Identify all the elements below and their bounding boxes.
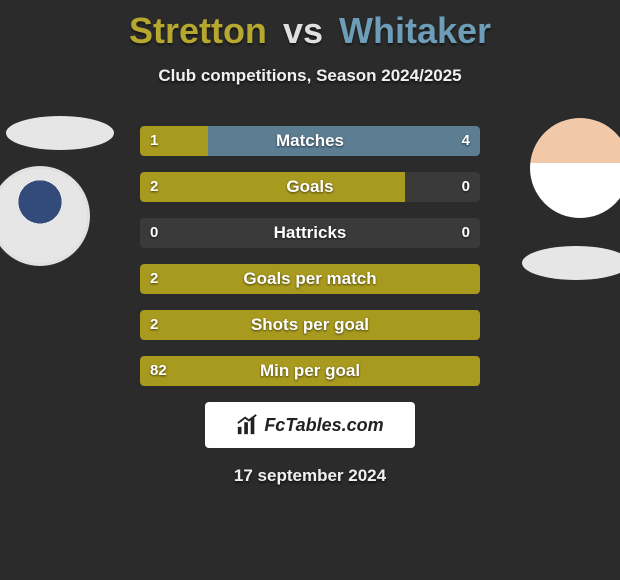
content-area: 14Matches 20Goals 00Hattricks 2Goals per ma… xyxy=(0,126,620,486)
player2-name: Whitaker xyxy=(339,10,491,51)
stat-label: Goals per match xyxy=(140,264,480,294)
stat-row: 00Hattricks xyxy=(140,218,480,248)
stat-label: Hattricks xyxy=(140,218,480,248)
chart-icon xyxy=(236,414,258,436)
player1-name: Stretton xyxy=(129,10,267,51)
player1-shadow-ellipse xyxy=(6,116,114,150)
vs-label: vs xyxy=(283,10,323,51)
player1-club-crest xyxy=(0,166,90,266)
stat-row: 2Shots per goal xyxy=(140,310,480,340)
brand-text: FcTables.com xyxy=(264,415,383,436)
stat-row: 2Goals per match xyxy=(140,264,480,294)
player2-avatar xyxy=(530,118,620,218)
stat-row: 14Matches xyxy=(140,126,480,156)
stat-label: Goals xyxy=(140,172,480,202)
stat-label: Matches xyxy=(140,126,480,156)
comparison-title: Stretton vs Whitaker xyxy=(0,0,620,52)
stat-label: Shots per goal xyxy=(140,310,480,340)
stat-row: 82Min per goal xyxy=(140,356,480,386)
brand-badge: FcTables.com xyxy=(205,402,415,448)
stat-bars-container: 14Matches 20Goals 00Hattricks 2Goals per ma… xyxy=(140,126,480,386)
subtitle: Club competitions, Season 2024/2025 xyxy=(0,66,620,86)
stat-label: Min per goal xyxy=(140,356,480,386)
stat-row: 20Goals xyxy=(140,172,480,202)
footer-date: 17 september 2024 xyxy=(0,466,620,486)
player2-shadow-ellipse xyxy=(522,246,620,280)
